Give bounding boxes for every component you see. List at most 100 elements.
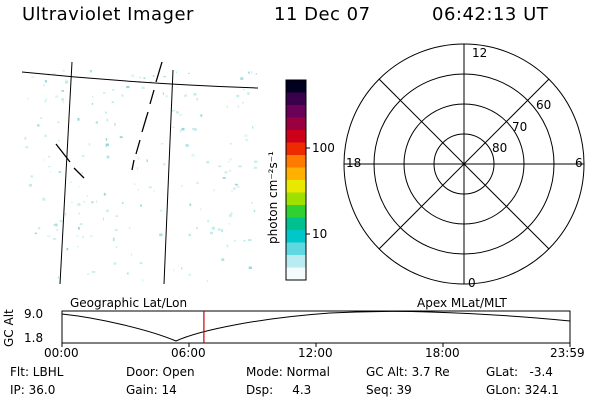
emission-dot: [57, 276, 59, 279]
emission-dot: [253, 209, 256, 213]
emission-dot: [207, 220, 209, 223]
emission-dot: [61, 90, 64, 92]
emission-dot: [176, 85, 178, 88]
emission-dot: [231, 190, 233, 192]
emission-dot: [25, 146, 29, 149]
emission-dot: [149, 81, 152, 83]
emission-dot: [127, 272, 129, 275]
colorbar-tick-label-10: 10: [312, 227, 328, 241]
emission-dot: [242, 88, 245, 91]
emission-dot: [78, 212, 80, 215]
emission-dot: [230, 212, 233, 215]
emission-dot: [184, 94, 187, 97]
emission-dot: [247, 92, 250, 95]
emission-dot: [27, 97, 30, 100]
emission-dot: [142, 279, 144, 282]
y-axis-label: GC Alt: [2, 309, 16, 347]
emission-dot: [141, 86, 145, 89]
emission-dot: [62, 101, 64, 104]
colorbar-segment: [286, 242, 306, 256]
colorbar-segment: [286, 155, 306, 168]
emission-dot: [234, 239, 236, 242]
emission-dot: [234, 183, 238, 186]
emission-dot: [77, 203, 81, 206]
emission-dot: [160, 210, 163, 212]
emission-dot: [40, 117, 42, 119]
emission-dot: [34, 232, 37, 235]
altitude-curve: [61, 310, 571, 342]
emission-dot: [133, 183, 137, 185]
emission-dot: [178, 264, 180, 267]
emission-dot: [240, 77, 244, 80]
apex-polar-plot: [343, 43, 585, 285]
emission-dot: [111, 101, 114, 103]
emission-dot: [188, 233, 192, 237]
emission-dot: [229, 169, 231, 172]
emission-dot: [61, 98, 65, 101]
emission-dot: [221, 258, 225, 261]
emission-dot: [44, 100, 47, 103]
filter-readout: Flt: LBHL: [10, 365, 64, 379]
emission-dot: [43, 84, 45, 87]
colorbar-segment: [286, 180, 306, 193]
emission-dot: [193, 93, 197, 96]
emission-dot: [200, 208, 202, 210]
emission-dot: [31, 76, 35, 78]
x-tick-label-4: 23:59: [550, 346, 585, 360]
emission-dot: [114, 122, 116, 126]
emission-dot: [91, 271, 95, 273]
emission-dot: [55, 223, 58, 227]
glat-readout: GLat: -3.4: [486, 365, 553, 379]
emission-dot: [152, 75, 155, 77]
emission-dot: [43, 158, 45, 161]
left-plot-title: Geographic Lat/Lon: [70, 296, 188, 310]
lat-label-60: 60: [536, 98, 552, 112]
emission-dot: [106, 155, 110, 159]
instrument-title: Ultraviolet Imager: [22, 4, 194, 25]
right-plot-title: Apex MLat/MLT: [417, 296, 507, 310]
emission-dot: [172, 126, 175, 128]
lat-label-70: 70: [512, 120, 528, 134]
emission-dot: [82, 235, 84, 238]
emission-dot: [188, 273, 191, 276]
emission-dot: [253, 166, 257, 169]
emission-dot: [45, 98, 47, 101]
gc-alt-readout: GC Alt: 3.7 Re: [366, 365, 450, 379]
time-label: 06:42:13 UT: [432, 4, 549, 25]
mlt-label-18: 18: [346, 156, 362, 170]
emission-dot: [119, 136, 123, 139]
emission-dot: [252, 126, 254, 129]
emission-dot: [91, 103, 94, 105]
emission-dot: [83, 201, 85, 203]
emission-dot: [178, 114, 183, 116]
emission-dot: [230, 143, 232, 145]
emission-dot: [30, 175, 33, 178]
mlt-label-0: 0: [468, 276, 476, 290]
emission-dot: [163, 75, 166, 78]
emission-dot: [115, 246, 118, 248]
emission-dot: [115, 215, 119, 217]
emission-dot: [229, 158, 232, 161]
emission-dot: [248, 239, 252, 241]
emission-dot: [90, 235, 93, 237]
emission-dot: [103, 192, 106, 196]
colorbar-frame: [285, 79, 307, 281]
emission-dot: [87, 273, 90, 275]
emission-dot: [106, 118, 109, 122]
emission-dot: [105, 111, 107, 114]
emission-dot: [245, 138, 248, 141]
colorbar-segment: [286, 142, 306, 156]
emission-dot: [196, 97, 199, 101]
geo-longitude-line-right: [163, 69, 174, 285]
emission-dot: [89, 70, 92, 73]
emission-dot: [181, 127, 185, 131]
emission-dot: [77, 117, 80, 121]
emission-dot: [206, 280, 208, 283]
geo-coastline-segment: [55, 143, 85, 179]
colorbar-unit-label: photon cm⁻²s⁻¹: [266, 151, 280, 244]
emission-dot: [70, 181, 73, 183]
ip-readout: IP: 36.0: [10, 383, 56, 397]
emission-dot: [191, 154, 195, 157]
emission-dot: [62, 70, 65, 72]
emission-dot: [160, 143, 164, 145]
